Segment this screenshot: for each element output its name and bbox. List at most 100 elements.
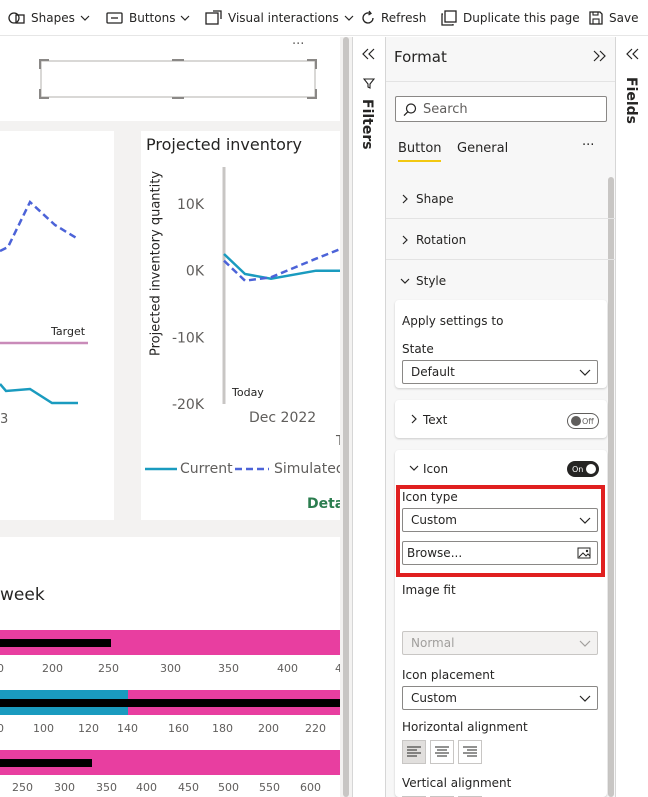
section-rotation[interactable]: Rotation bbox=[386, 220, 615, 260]
top-card bbox=[0, 37, 340, 121]
more-options-icon[interactable]: ··· bbox=[582, 138, 595, 153]
bottom-chart-card[interactable]: week 0 200 250 300 350 400 4 0 100 120 140 160 180 2… bbox=[0, 537, 352, 797]
filter-icon bbox=[363, 78, 375, 89]
buttons-label: Buttons bbox=[129, 11, 176, 25]
details-link[interactable]: Deta bbox=[307, 496, 345, 512]
today-annotation: Today bbox=[232, 386, 264, 399]
x-tick-label: 350 bbox=[218, 662, 239, 675]
shapes-menu[interactable]: Shapes bbox=[8, 9, 90, 27]
section-label: Rotation bbox=[416, 232, 467, 247]
shapes-label: Shapes bbox=[31, 11, 75, 25]
chevron-right-icon bbox=[411, 414, 417, 424]
align-center-button[interactable] bbox=[430, 740, 454, 764]
divider bbox=[615, 37, 616, 797]
align-center-icon bbox=[435, 746, 449, 757]
text-card[interactable]: Text Off bbox=[395, 400, 607, 438]
toggle-knob bbox=[571, 416, 581, 426]
more-options-icon[interactable]: ··· bbox=[292, 37, 305, 52]
align-left-icon bbox=[407, 746, 421, 757]
search-icon bbox=[403, 103, 417, 117]
projected-inventory-card[interactable]: Projected inventory Projected inventory … bbox=[141, 131, 352, 520]
x-tick-label: 550 bbox=[259, 781, 280, 794]
text-toggle[interactable]: Off bbox=[567, 413, 599, 429]
left-chart-card[interactable]: Target 3 bbox=[0, 131, 114, 520]
bar-black[interactable] bbox=[0, 699, 340, 707]
legend-simulated-label: Simulated bbox=[274, 461, 345, 477]
x-tick-label: 0 bbox=[0, 662, 4, 675]
bar-black[interactable] bbox=[0, 759, 92, 767]
refresh-icon bbox=[362, 10, 374, 24]
chevron-right-icon bbox=[402, 194, 408, 203]
image-icon bbox=[577, 547, 591, 559]
fields-pane-collapsed[interactable]: Fields bbox=[616, 37, 648, 797]
fields-label[interactable]: Fields bbox=[623, 77, 639, 125]
expand-left-icon[interactable] bbox=[362, 48, 376, 60]
browse-image-input[interactable]: Browse... bbox=[402, 541, 598, 565]
x-tick-label: 250 bbox=[98, 662, 119, 675]
expand-left-icon[interactable] bbox=[626, 48, 640, 60]
chevron-down-icon bbox=[579, 640, 591, 647]
x-tick-label: 220 bbox=[305, 722, 326, 735]
x-tick-label: 500 bbox=[218, 781, 239, 794]
align-left-button[interactable] bbox=[402, 740, 426, 764]
target-label: Target bbox=[51, 325, 86, 338]
state-dropdown[interactable]: Default bbox=[402, 360, 598, 384]
search-placeholder: Search bbox=[423, 102, 468, 117]
filters-pane-collapsed[interactable]: Filters bbox=[353, 37, 385, 797]
icon-placement-value: Custom bbox=[411, 691, 457, 705]
shapes-icon bbox=[8, 12, 25, 24]
icon-label: Icon bbox=[423, 462, 449, 476]
active-tab-indicator bbox=[398, 160, 441, 162]
y-tick-label: 0K bbox=[186, 264, 205, 280]
x-tick-label: 160 bbox=[168, 722, 189, 735]
selected-button-visual[interactable] bbox=[39, 59, 317, 99]
icon-toggle[interactable]: On bbox=[567, 461, 599, 477]
align-right-button[interactable] bbox=[458, 740, 482, 764]
icon-type-dropdown[interactable]: Custom bbox=[402, 508, 598, 532]
x-tick-label: 250 bbox=[12, 781, 33, 794]
selection-handles bbox=[39, 59, 317, 99]
x-tick-label: 350 bbox=[96, 781, 117, 794]
chevron-right-icon bbox=[402, 235, 408, 244]
image-fit-dropdown[interactable]: Normal bbox=[402, 631, 598, 655]
search-input[interactable]: Search bbox=[395, 96, 607, 122]
duplicate-label: Duplicate this page bbox=[463, 11, 580, 25]
save-label: Save bbox=[609, 11, 639, 25]
chevron-down-icon bbox=[344, 15, 354, 21]
vertical-alignment-label: Vertical alignment bbox=[402, 776, 512, 790]
section-label: Style bbox=[416, 274, 447, 288]
filters-label[interactable]: Filters bbox=[359, 99, 375, 150]
current-series-line bbox=[0, 383, 78, 405]
icon-placement-dropdown[interactable]: Custom bbox=[402, 686, 598, 710]
chart-title: Projected inventory bbox=[146, 135, 302, 154]
x-tick-label: Dec 2022 bbox=[249, 410, 317, 426]
chevron-down-icon bbox=[409, 465, 419, 471]
tab-button[interactable]: Button bbox=[398, 141, 442, 156]
section-style[interactable]: Style bbox=[386, 261, 615, 301]
bar-black[interactable] bbox=[0, 639, 111, 647]
left-chart-plot bbox=[0, 199, 88, 405]
refresh-label: Refresh bbox=[381, 11, 427, 25]
duplicate-page-button[interactable]: Duplicate this page bbox=[440, 9, 580, 27]
collapse-right-icon[interactable] bbox=[592, 50, 606, 62]
section-shape[interactable]: Shape bbox=[386, 179, 615, 219]
format-title: Format bbox=[394, 48, 447, 66]
format-scrollbar[interactable] bbox=[608, 177, 614, 797]
scrollbar-thumb[interactable] bbox=[343, 37, 349, 797]
refresh-button[interactable]: Refresh bbox=[360, 9, 426, 27]
x-axis-1: 0 200 250 300 350 400 4 bbox=[0, 662, 352, 676]
format-pane: Format Search Button General ··· Shape R… bbox=[386, 37, 615, 797]
canvas-scrollbar[interactable] bbox=[340, 37, 352, 797]
button-icon bbox=[106, 12, 123, 24]
legend-current-label: Current bbox=[180, 461, 233, 477]
x-tick-label: 200 bbox=[42, 662, 63, 675]
divider bbox=[352, 37, 353, 797]
save-button[interactable]: Save bbox=[588, 9, 638, 27]
divider bbox=[386, 81, 615, 82]
y-tick-label: 10K bbox=[177, 197, 205, 213]
visual-interactions-menu[interactable]: Visual interactions bbox=[205, 9, 354, 27]
buttons-menu[interactable]: Buttons bbox=[106, 9, 190, 27]
tab-general[interactable]: General bbox=[457, 141, 509, 156]
browse-label: Browse... bbox=[407, 546, 463, 560]
x-tick-label: 0 bbox=[0, 722, 4, 735]
